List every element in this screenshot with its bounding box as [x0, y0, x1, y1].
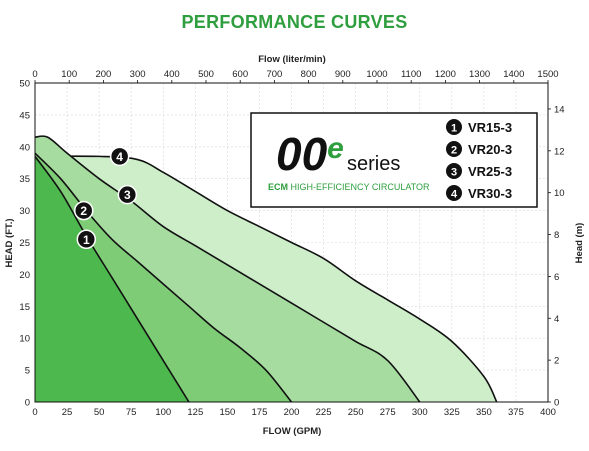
x2-tick-label: 1100	[401, 69, 421, 80]
x2-tick-label: 1200	[435, 69, 456, 80]
x2-tick-label: 0	[32, 69, 37, 80]
legend-marker-number: 3	[451, 167, 457, 179]
curve-marker-number: 1	[83, 233, 90, 247]
left-axis-label: HEAD (FT.)	[4, 218, 15, 267]
x-tick-label: 225	[316, 407, 332, 418]
x2-tick-label: 500	[198, 69, 214, 80]
x2-tick-label: 100	[61, 69, 77, 80]
x2-tick-label: 900	[335, 69, 351, 80]
y2-tick-label: 12	[554, 146, 565, 157]
bottom-axis-label: FLOW (GPM)	[263, 426, 322, 437]
chart-title: PERFORMANCE CURVES	[181, 12, 408, 32]
x-tick-label: 175	[252, 407, 268, 418]
y-tick-label: 10	[19, 334, 30, 345]
curve-marker-number: 2	[80, 204, 87, 218]
x-tick-label: 100	[155, 407, 171, 418]
y2-tick-label: 10	[554, 188, 565, 199]
y-tick-label: 45	[19, 110, 30, 121]
curve-markers: 1 2 3 4	[73, 146, 138, 250]
x-tick-label: 0	[32, 407, 37, 418]
legend-label-vr25-3: VR25-3	[468, 164, 512, 179]
x2-tick-label: 300	[130, 69, 146, 80]
series-logo: 00e series ECM HIGH-EFFICIENCY CIRCULATO…	[268, 128, 430, 192]
curve-line-vr30-3	[34, 155, 498, 403]
y-tick-label: 25	[19, 238, 30, 249]
logo-tagline: ECM HIGH-EFFICIENCY CIRCULATOR	[268, 182, 430, 192]
y2-tick-label: 6	[554, 272, 559, 283]
plot-frame	[34, 82, 549, 403]
y2-tick-label: 8	[554, 230, 559, 241]
x-tick-label: 150	[219, 407, 235, 418]
x2-tick-label: 200	[95, 69, 111, 80]
curve-marker-1	[76, 229, 97, 250]
y-tick-label: 35	[19, 174, 30, 185]
x-tick-label: 400	[540, 407, 556, 418]
legend-label-vr30-3: VR30-3	[468, 186, 512, 201]
y-tick-label: 40	[19, 142, 30, 153]
curve-marker-2	[73, 200, 94, 221]
axes	[34, 82, 549, 403]
x-tick-label: 375	[508, 407, 524, 418]
x-tick-label: 350	[476, 407, 492, 418]
logo-brand-e: e	[327, 132, 344, 165]
x-tick-label: 75	[126, 407, 137, 418]
x2-tick-label: 1000	[366, 69, 387, 80]
legend-items: 1 VR15-3 2 VR20-3 3 VR25-3 4 VR30-3	[446, 119, 512, 201]
x-tick-label: 50	[94, 407, 105, 418]
x-tick-label: 250	[348, 407, 364, 418]
legend-marker-3	[446, 163, 462, 179]
y2-tick-label: 4	[554, 314, 559, 325]
x2-tick-label: 400	[164, 69, 180, 80]
y-tick-label: 30	[19, 206, 30, 217]
x2-tick-label: 700	[266, 69, 282, 80]
curve-marker-4	[109, 146, 130, 167]
logo-brand-digits: 00	[276, 128, 328, 180]
y-tick-label: 20	[19, 270, 30, 281]
x-tick-label: 200	[284, 407, 300, 418]
curve-marker-3	[117, 184, 138, 205]
legend-label-vr20-3: VR20-3	[468, 142, 512, 157]
x-tick-label: 325	[444, 407, 460, 418]
x-tick-label: 125	[187, 407, 203, 418]
x-tick-label: 25	[62, 407, 73, 418]
x2-tick-label: 1500	[537, 69, 558, 80]
legend-marker-number: 2	[451, 145, 457, 157]
curve-line-vr15-3	[34, 155, 190, 403]
legend-marker-number: 1	[451, 123, 457, 135]
logo-series: series	[347, 153, 400, 175]
legend-marker-2	[446, 141, 462, 157]
curve-marker-number: 4	[116, 150, 123, 164]
curve-line-vr25-3	[34, 135, 421, 403]
legend-frame	[250, 112, 538, 208]
curve-marker-number: 3	[124, 188, 131, 202]
y-tick-label: 15	[19, 302, 30, 313]
y-tick-label: 5	[25, 366, 30, 377]
y-tick-label: 50	[19, 79, 30, 90]
legend-marker-1	[446, 119, 462, 135]
x-tick-label: 275	[380, 407, 396, 418]
y2-tick-label: 14	[554, 104, 565, 115]
x2-tick-label: 1300	[469, 69, 490, 80]
logo-tagline-rest: HIGH-EFFICIENCY CIRCULATOR	[288, 182, 430, 192]
y2-tick-label: 0	[554, 398, 559, 409]
x2-tick-label: 600	[232, 69, 248, 80]
curve-line-vr20-3	[34, 152, 293, 403]
legend-box: 00e series ECM HIGH-EFFICIENCY CIRCULATO…	[250, 112, 538, 208]
right-axis-label: Head (m)	[574, 223, 585, 264]
legend-label-vr15-3: VR15-3	[468, 120, 512, 135]
x-tick-label: 300	[412, 407, 428, 418]
y2-tick-label: 2	[554, 356, 559, 367]
legend-marker-number: 4	[451, 189, 458, 201]
legend-marker-4	[446, 185, 462, 201]
top-axis-label: Flow (liter/min)	[258, 54, 326, 65]
x2-tick-label: 1400	[503, 69, 524, 80]
logo-brand: 00e	[276, 128, 344, 180]
tick-labels: 0 25 50 75 100 125 150 175 200 225 250 275 300 325 350…	[19, 69, 564, 418]
x2-tick-label: 800	[301, 69, 317, 80]
y-tick-label: 0	[25, 398, 30, 409]
logo-tagline-ecm: ECM	[268, 182, 288, 192]
